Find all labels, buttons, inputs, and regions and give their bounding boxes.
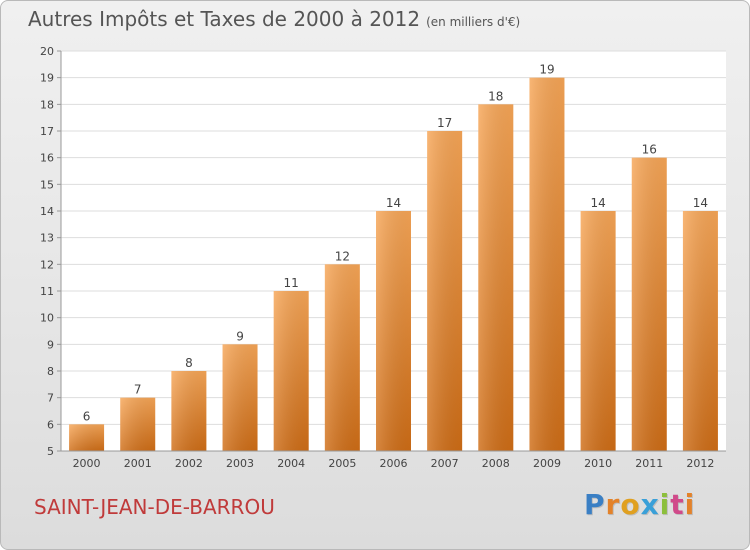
logo-letter: i <box>659 488 671 521</box>
bar-shade <box>171 371 207 451</box>
data-label: 14 <box>590 196 605 210</box>
x-tick-label: 2006 <box>380 457 408 470</box>
data-label: 8 <box>185 356 193 370</box>
logo-letter: x <box>640 488 660 521</box>
data-label: 9 <box>236 329 244 343</box>
bar-shade <box>529 77 565 452</box>
x-tick-label: 2004 <box>277 457 305 470</box>
y-tick-label: 15 <box>40 178 54 191</box>
bar-shade <box>273 291 309 451</box>
x-tick-label: 2011 <box>635 457 663 470</box>
logo-letter: t <box>670 488 685 521</box>
bar-shade <box>631 157 667 451</box>
y-tick-label: 18 <box>40 98 54 111</box>
chart-unit: (en milliers d'€) <box>426 15 521 29</box>
data-label: 11 <box>284 276 299 290</box>
y-tick-label: 10 <box>40 312 54 325</box>
chart-title: Autres Impôts et Taxes de 2000 à 2012 (en… <box>28 7 520 31</box>
bar-shade <box>427 131 463 451</box>
y-tick-label: 8 <box>47 365 54 378</box>
x-tick-label: 2009 <box>533 457 561 470</box>
y-tick-label: 5 <box>47 445 54 458</box>
y-tick-label: 7 <box>47 392 54 405</box>
bar-shade <box>478 104 514 451</box>
x-tick-label: 2005 <box>328 457 356 470</box>
logo-letter: r <box>605 488 621 521</box>
x-tick-label: 2002 <box>175 457 203 470</box>
y-tick-label: 16 <box>40 152 54 165</box>
y-tick-label: 14 <box>40 205 54 218</box>
bars: 6 7 8 9 11 12 14 17 18 19 14 16 14 <box>69 63 718 452</box>
logo-letter: o <box>620 488 641 521</box>
town-name: SAINT-JEAN-DE-BARROU <box>34 495 275 519</box>
x-tick-label: 2000 <box>73 457 101 470</box>
x-tick-label: 2012 <box>686 457 714 470</box>
logo-letter: i <box>684 488 696 521</box>
data-label: 12 <box>335 249 350 263</box>
data-label: 19 <box>539 63 554 77</box>
x-tick-label: 2003 <box>226 457 254 470</box>
chart-title-text: Autres Impôts et Taxes de 2000 à 2012 <box>28 7 421 31</box>
data-label: 14 <box>386 196 401 210</box>
bar-shade <box>324 264 360 451</box>
bar-shade <box>682 211 718 451</box>
data-label: 14 <box>693 196 708 210</box>
bar-shade <box>120 397 156 451</box>
y-tick-label: 20 <box>40 45 54 58</box>
data-label: 7 <box>134 383 142 397</box>
data-label: 18 <box>488 89 503 103</box>
bar-shade <box>69 424 105 451</box>
data-label: 17 <box>437 116 452 130</box>
x-axis: 2000 2001 2002 2003 2004 2005 2006 2007 2008 2009… <box>61 450 726 470</box>
data-label: 6 <box>83 409 91 423</box>
bar-shade <box>580 211 616 451</box>
x-tick-label: 2008 <box>482 457 510 470</box>
x-tick-label: 2010 <box>584 457 612 470</box>
y-tick-label: 17 <box>40 125 54 138</box>
y-tick-label: 9 <box>47 338 54 351</box>
y-tick-label: 13 <box>40 232 54 245</box>
y-tick-label: 6 <box>47 418 54 431</box>
y-axis: 5 6 7 8 9 10 11 12 13 14 15 16 17 18 19 20 <box>40 45 62 458</box>
data-label: 16 <box>642 143 657 157</box>
y-tick-label: 19 <box>40 72 54 85</box>
x-tick-label: 2001 <box>124 457 152 470</box>
y-tick-label: 11 <box>40 285 54 298</box>
y-tick-label: 12 <box>40 258 54 271</box>
logo-letter: P <box>584 488 606 521</box>
bar-shade <box>376 211 411 451</box>
x-tick-label: 2007 <box>431 457 459 470</box>
bar-shade <box>222 344 258 451</box>
proxiti-logo: Proxiti <box>584 488 695 521</box>
